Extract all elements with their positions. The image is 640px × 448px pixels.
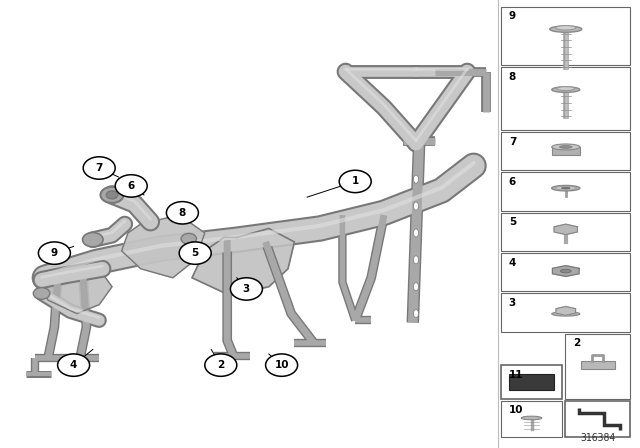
- Circle shape: [179, 242, 211, 264]
- Circle shape: [166, 202, 198, 224]
- Bar: [552, 147, 580, 155]
- Bar: [501, 365, 562, 399]
- Ellipse shape: [559, 146, 572, 148]
- Polygon shape: [122, 215, 205, 278]
- Circle shape: [205, 354, 237, 376]
- Text: 7: 7: [95, 163, 103, 173]
- Ellipse shape: [557, 86, 575, 90]
- Text: 2: 2: [573, 338, 580, 348]
- Polygon shape: [192, 228, 294, 296]
- Circle shape: [339, 170, 371, 193]
- Text: 2: 2: [217, 360, 225, 370]
- Ellipse shape: [413, 283, 419, 291]
- Text: 8: 8: [179, 208, 186, 218]
- Ellipse shape: [413, 310, 419, 318]
- Circle shape: [83, 157, 115, 179]
- Text: 11: 11: [509, 370, 524, 379]
- Text: 316384: 316384: [580, 433, 616, 443]
- Text: 5: 5: [191, 248, 199, 258]
- Ellipse shape: [521, 416, 541, 420]
- Bar: [581, 361, 614, 369]
- Ellipse shape: [561, 269, 571, 273]
- Text: 3: 3: [509, 298, 516, 308]
- Text: 10: 10: [509, 405, 524, 415]
- Polygon shape: [556, 306, 575, 315]
- Text: 4: 4: [509, 258, 516, 267]
- Bar: [501, 253, 630, 291]
- Bar: [501, 172, 630, 211]
- Circle shape: [230, 278, 262, 300]
- Bar: [501, 132, 630, 170]
- Ellipse shape: [413, 202, 419, 210]
- Circle shape: [33, 288, 50, 299]
- Bar: [501, 401, 562, 437]
- Circle shape: [181, 233, 196, 244]
- Bar: [565, 334, 630, 399]
- Circle shape: [58, 354, 90, 376]
- Ellipse shape: [552, 87, 580, 92]
- Circle shape: [38, 242, 70, 264]
- Polygon shape: [552, 266, 579, 276]
- Circle shape: [100, 187, 124, 203]
- Text: 6: 6: [127, 181, 135, 191]
- Text: 7: 7: [509, 137, 516, 146]
- Ellipse shape: [413, 229, 419, 237]
- Ellipse shape: [413, 175, 419, 183]
- Text: 5: 5: [509, 217, 516, 227]
- Ellipse shape: [413, 256, 419, 264]
- Text: 4: 4: [70, 360, 77, 370]
- Bar: [501, 293, 630, 332]
- Circle shape: [115, 175, 147, 197]
- Ellipse shape: [550, 26, 582, 32]
- Text: 9: 9: [509, 11, 516, 21]
- Ellipse shape: [552, 144, 580, 150]
- Text: 9: 9: [51, 248, 58, 258]
- Ellipse shape: [552, 312, 580, 316]
- Bar: [565, 401, 630, 437]
- Bar: [509, 374, 554, 390]
- Circle shape: [106, 191, 118, 199]
- Text: 10: 10: [275, 360, 289, 370]
- Bar: [501, 67, 630, 130]
- Text: 8: 8: [509, 72, 516, 82]
- Bar: [501, 213, 630, 251]
- Ellipse shape: [552, 185, 580, 191]
- Polygon shape: [554, 224, 577, 235]
- Bar: [501, 7, 630, 65]
- Ellipse shape: [561, 187, 570, 189]
- Ellipse shape: [556, 26, 576, 30]
- Circle shape: [266, 354, 298, 376]
- Circle shape: [83, 233, 103, 247]
- Ellipse shape: [556, 186, 576, 190]
- Text: 6: 6: [509, 177, 516, 187]
- Text: 1: 1: [351, 177, 359, 186]
- Polygon shape: [38, 269, 112, 314]
- Text: 3: 3: [243, 284, 250, 294]
